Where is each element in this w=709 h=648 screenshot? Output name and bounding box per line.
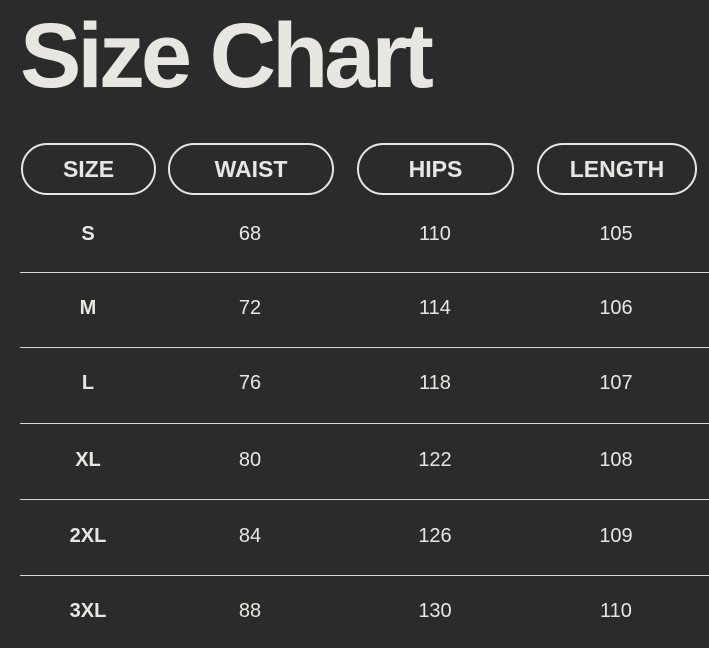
table-row: S 68 110 105 (0, 214, 709, 254)
waist-cell: 80 (238, 449, 262, 471)
hips-cell: 130 (418, 600, 452, 622)
header-size: SIZE (21, 143, 156, 195)
hips-cell: 118 (419, 372, 451, 394)
size-cell: 2XL (69, 525, 107, 547)
length-cell: 106 (599, 297, 633, 319)
row-divider (20, 499, 709, 500)
length-cell: 105 (599, 223, 633, 245)
size-cell: S (81, 223, 95, 245)
waist-cell: 88 (238, 600, 262, 622)
header-waist: WAIST (168, 143, 334, 195)
length-cell: 109 (599, 525, 633, 547)
table-row: 3XL 88 130 110 (0, 591, 709, 631)
row-divider (20, 423, 709, 424)
waist-cell: 72 (238, 297, 262, 319)
row-divider (20, 575, 709, 576)
header-length: LENGTH (537, 143, 697, 195)
header-hips: HIPS (357, 143, 514, 195)
length-cell: 108 (599, 449, 633, 471)
table-row: XL 80 122 108 (0, 440, 709, 480)
hips-cell: 114 (419, 297, 451, 319)
waist-cell: 68 (238, 223, 262, 245)
table-row: L 76 118 107 (0, 363, 709, 403)
row-divider (20, 272, 709, 273)
length-cell: 107 (599, 372, 633, 394)
table-row: M 72 114 106 (0, 288, 709, 328)
page-title: Size Chart (20, 5, 434, 107)
hips-cell: 110 (419, 223, 451, 245)
waist-cell: 84 (238, 525, 262, 547)
size-cell: 3XL (69, 600, 107, 622)
size-cell: L (81, 372, 95, 394)
length-cell: 110 (600, 600, 632, 622)
waist-cell: 76 (238, 372, 262, 394)
row-divider (20, 347, 709, 348)
table-row: 2XL 84 126 109 (0, 516, 709, 556)
size-cell: XL (75, 449, 101, 471)
hips-cell: 122 (418, 449, 452, 471)
hips-cell: 126 (418, 525, 452, 547)
size-cell: M (79, 297, 97, 319)
